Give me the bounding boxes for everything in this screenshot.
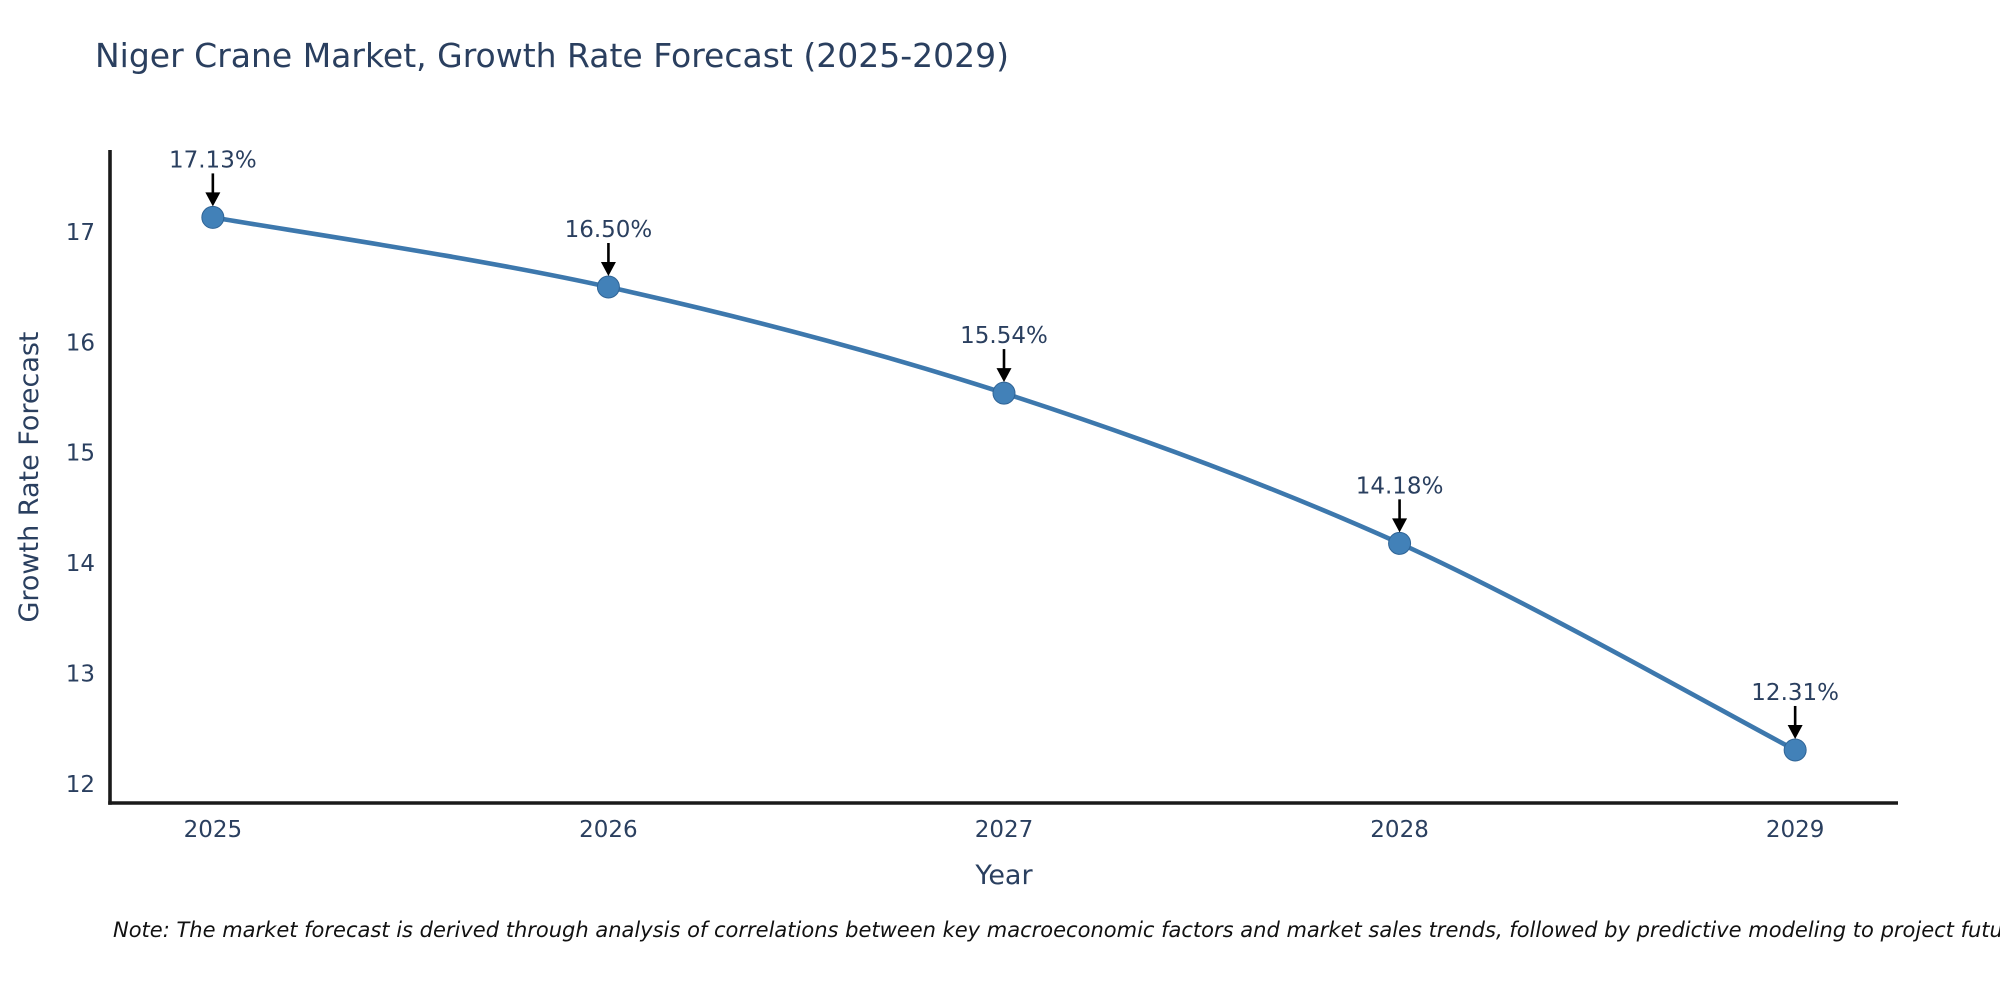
point-annotation: 14.18%: [1356, 473, 1444, 533]
x-tick-label: 2026: [579, 817, 638, 843]
y-tick-label: 16: [66, 330, 95, 356]
x-tick-label: 2029: [1766, 817, 1825, 843]
data-point-marker: [1783, 738, 1807, 762]
annotation-arrowhead-icon: [996, 368, 1012, 383]
data-point-marker: [596, 275, 620, 299]
y-tick-label: 17: [66, 220, 95, 246]
data-point-marker: [1388, 531, 1412, 555]
x-tick-label: 2028: [1370, 817, 1429, 843]
y-tick-label: 13: [66, 662, 95, 688]
point-annotation: 15.54%: [960, 323, 1048, 383]
x-tick-label: 2025: [184, 817, 243, 843]
data-point-marker: [992, 381, 1016, 405]
point-annotation: 12.31%: [1751, 680, 1839, 739]
data-series: [201, 205, 1807, 762]
point-annotation-label: 17.13%: [169, 147, 257, 173]
chart-title: Niger Crane Market, Growth Rate Forecast…: [95, 36, 1009, 75]
point-annotation-label: 15.54%: [960, 323, 1048, 349]
point-annotation-label: 12.31%: [1751, 680, 1839, 706]
tick-labels: 12 13 14 15 16 17 2025 2026 2027 2028 2029: [66, 220, 1825, 843]
annotation-arrowhead-icon: [1392, 518, 1408, 533]
annotation-arrowhead-icon: [205, 192, 221, 207]
annotation-arrowhead-icon: [1787, 724, 1803, 739]
data-point-marker: [201, 205, 225, 229]
point-annotations: 17.13% 16.50% 15.54% 14.18% 12.31%: [169, 147, 1839, 739]
axes: [108, 150, 1898, 805]
x-axis-title: Year: [974, 860, 1033, 891]
point-annotation-label: 16.50%: [565, 217, 653, 243]
y-tick-label: 12: [66, 772, 95, 798]
trend-line: [210, 215, 1798, 753]
y-tick-label: 14: [66, 551, 95, 577]
point-annotation: 17.13%: [169, 147, 257, 207]
footnote: Note: The market forecast is derived thr…: [113, 918, 2000, 942]
x-tick-label: 2027: [975, 817, 1034, 843]
y-axis-title: Growth Rate Forecast: [14, 331, 45, 622]
annotation-arrowhead-icon: [600, 262, 616, 277]
point-annotation: 16.50%: [565, 217, 653, 277]
y-tick-label: 15: [66, 441, 95, 467]
point-annotation-label: 14.18%: [1356, 473, 1444, 499]
